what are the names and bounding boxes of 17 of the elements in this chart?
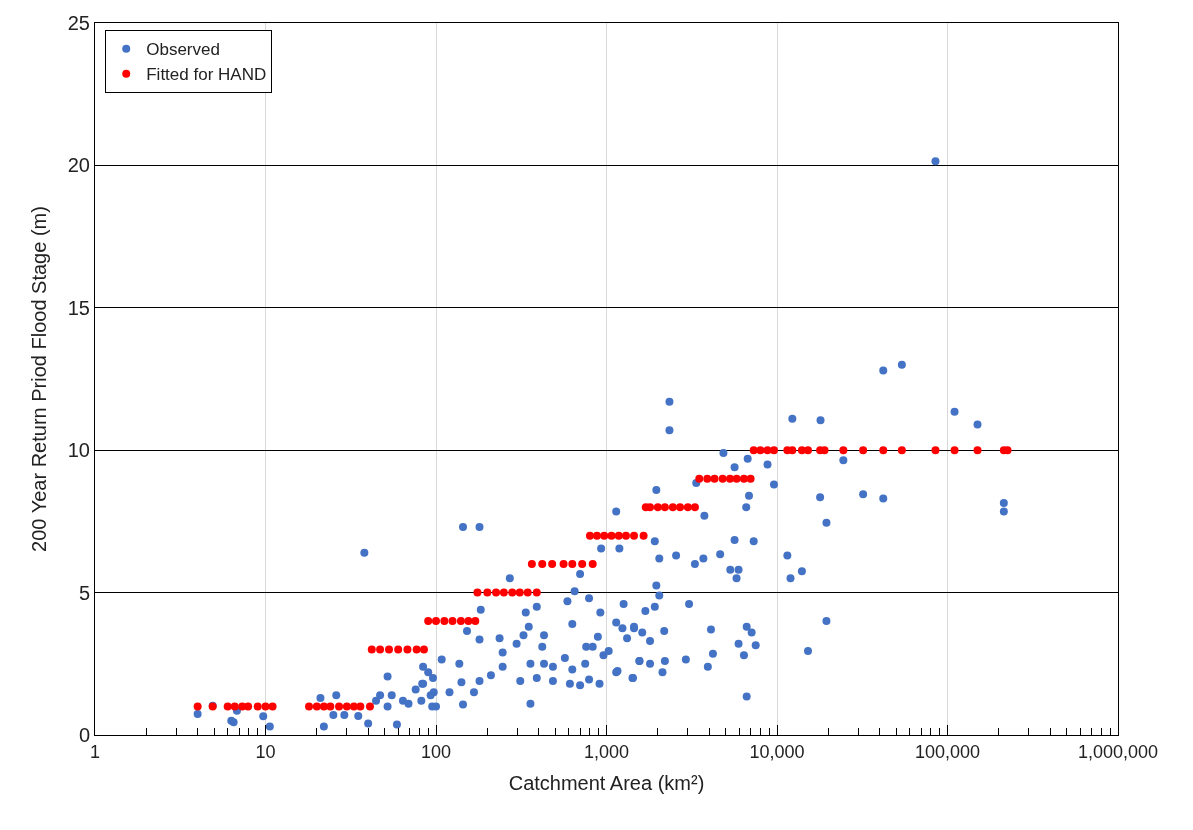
legend-label: Observed [146, 40, 220, 60]
y-tick-label: 5 [78, 581, 90, 604]
legend-label: Fitted for HAND [146, 65, 267, 85]
y-tick-label: 15 [67, 296, 90, 319]
x-tick-label: 1,000,000 [1077, 741, 1159, 762]
x-tick-label: 1,000 [583, 741, 630, 762]
x-axis-title: Catchment Area (km²) [508, 772, 705, 795]
x-tick-label: 10,000 [749, 741, 805, 762]
y-axis-title: 200 Year Return Priod Flood Stage (m) [28, 206, 51, 552]
y-tick-label: 0 [78, 724, 90, 746]
x-tick-label: 100 [420, 741, 452, 762]
y-tick-label: 20 [67, 154, 90, 177]
x-tick-label: 100,000 [914, 741, 981, 762]
x-tick-label: 1 [89, 741, 101, 762]
x-tick-label: 10 [255, 741, 276, 762]
y-tick-label: 10 [67, 439, 90, 462]
y-tick-label: 25 [67, 12, 90, 34]
